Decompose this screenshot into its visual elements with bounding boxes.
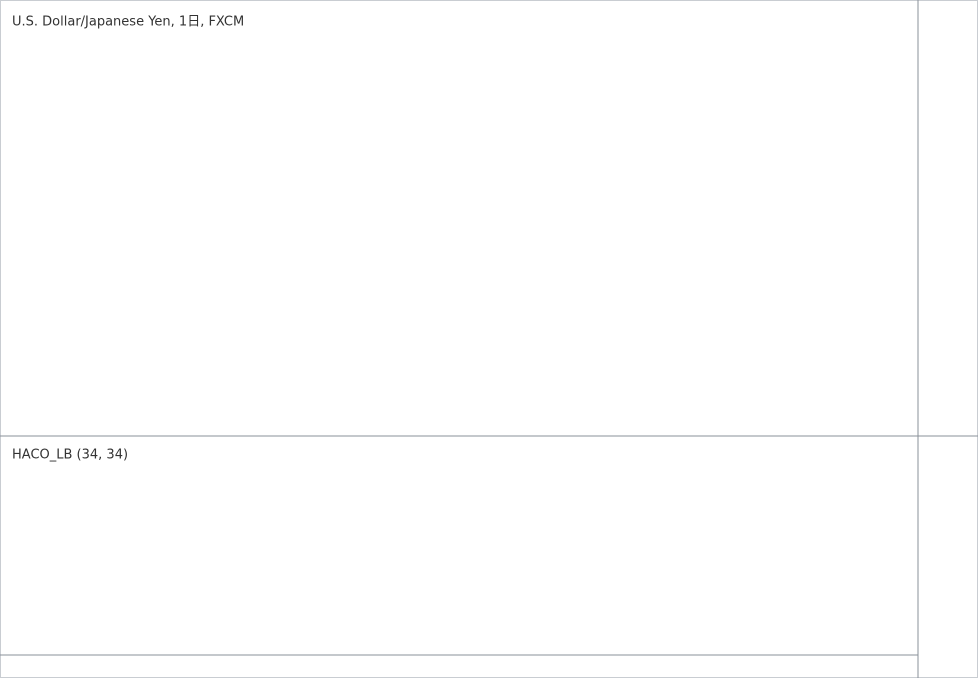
chart-title: U.S. Dollar/Japanese Yen, 1日, FXCM xyxy=(12,15,244,30)
indicator-title: HACO_LB (34, 34) xyxy=(12,448,128,463)
